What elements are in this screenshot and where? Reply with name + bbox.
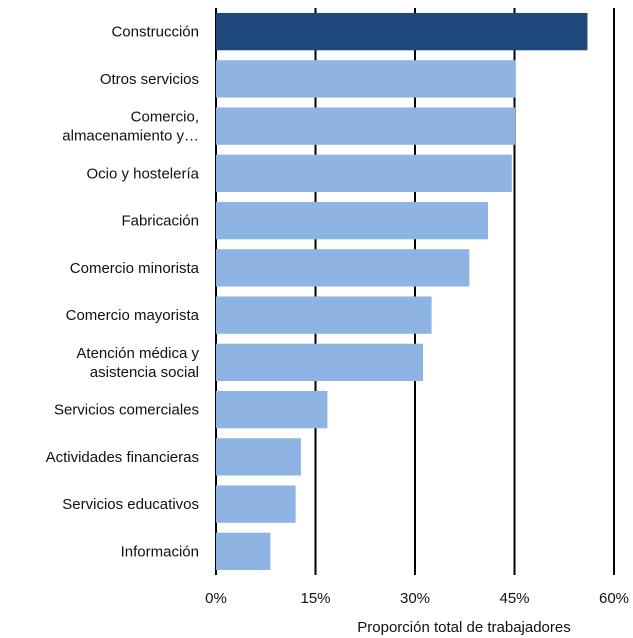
bar-5: [216, 249, 470, 287]
bar-11: [216, 532, 271, 571]
category-label-1: Otros servicios: [100, 71, 199, 88]
bar-0: [216, 12, 588, 51]
x-tick-labels: 0% 15% 30% 45% 60%: [205, 590, 629, 607]
x-tick-label-4: 60%: [599, 590, 629, 607]
category-label-6: Comercio mayorista: [66, 307, 200, 324]
category-label-8: Servicios comerciales: [54, 402, 199, 419]
bar-10: [216, 485, 296, 523]
category-label-11: Información: [121, 543, 199, 560]
category-label-7: Atención médica y asistencia social: [76, 345, 199, 381]
x-axis-title: Proporción total de trabajadores: [357, 619, 570, 636]
category-label-4: Fabricación: [121, 213, 199, 230]
bar-1: [216, 60, 516, 98]
bars: [216, 12, 588, 571]
x-tick-label-2: 30%: [400, 590, 430, 607]
bar-7: [216, 343, 423, 382]
bar-9: [216, 438, 301, 476]
category-labels: Construcción Otros servicios Comercio, alma…: [46, 24, 200, 561]
gridlines: [215, 8, 615, 575]
category-label-9: Actividades financieras: [46, 449, 199, 466]
x-tick-label-0: 0%: [205, 590, 227, 607]
category-label-5: Comercio minorista: [70, 260, 200, 277]
bar-6: [216, 296, 432, 334]
bar-8: [216, 390, 328, 429]
bar-3: [216, 154, 512, 193]
category-label-10: Servicios educativos: [62, 496, 199, 513]
bar-4: [216, 201, 488, 240]
category-label-2: Comercio, almacenamiento y…: [62, 109, 199, 145]
category-label-3: Ocio y hostelería: [86, 165, 199, 182]
x-tick-label-3: 45%: [499, 590, 529, 607]
x-tick-label-1: 15%: [300, 590, 330, 607]
category-label-0: Construcción: [111, 24, 199, 41]
bar-2: [216, 107, 516, 145]
